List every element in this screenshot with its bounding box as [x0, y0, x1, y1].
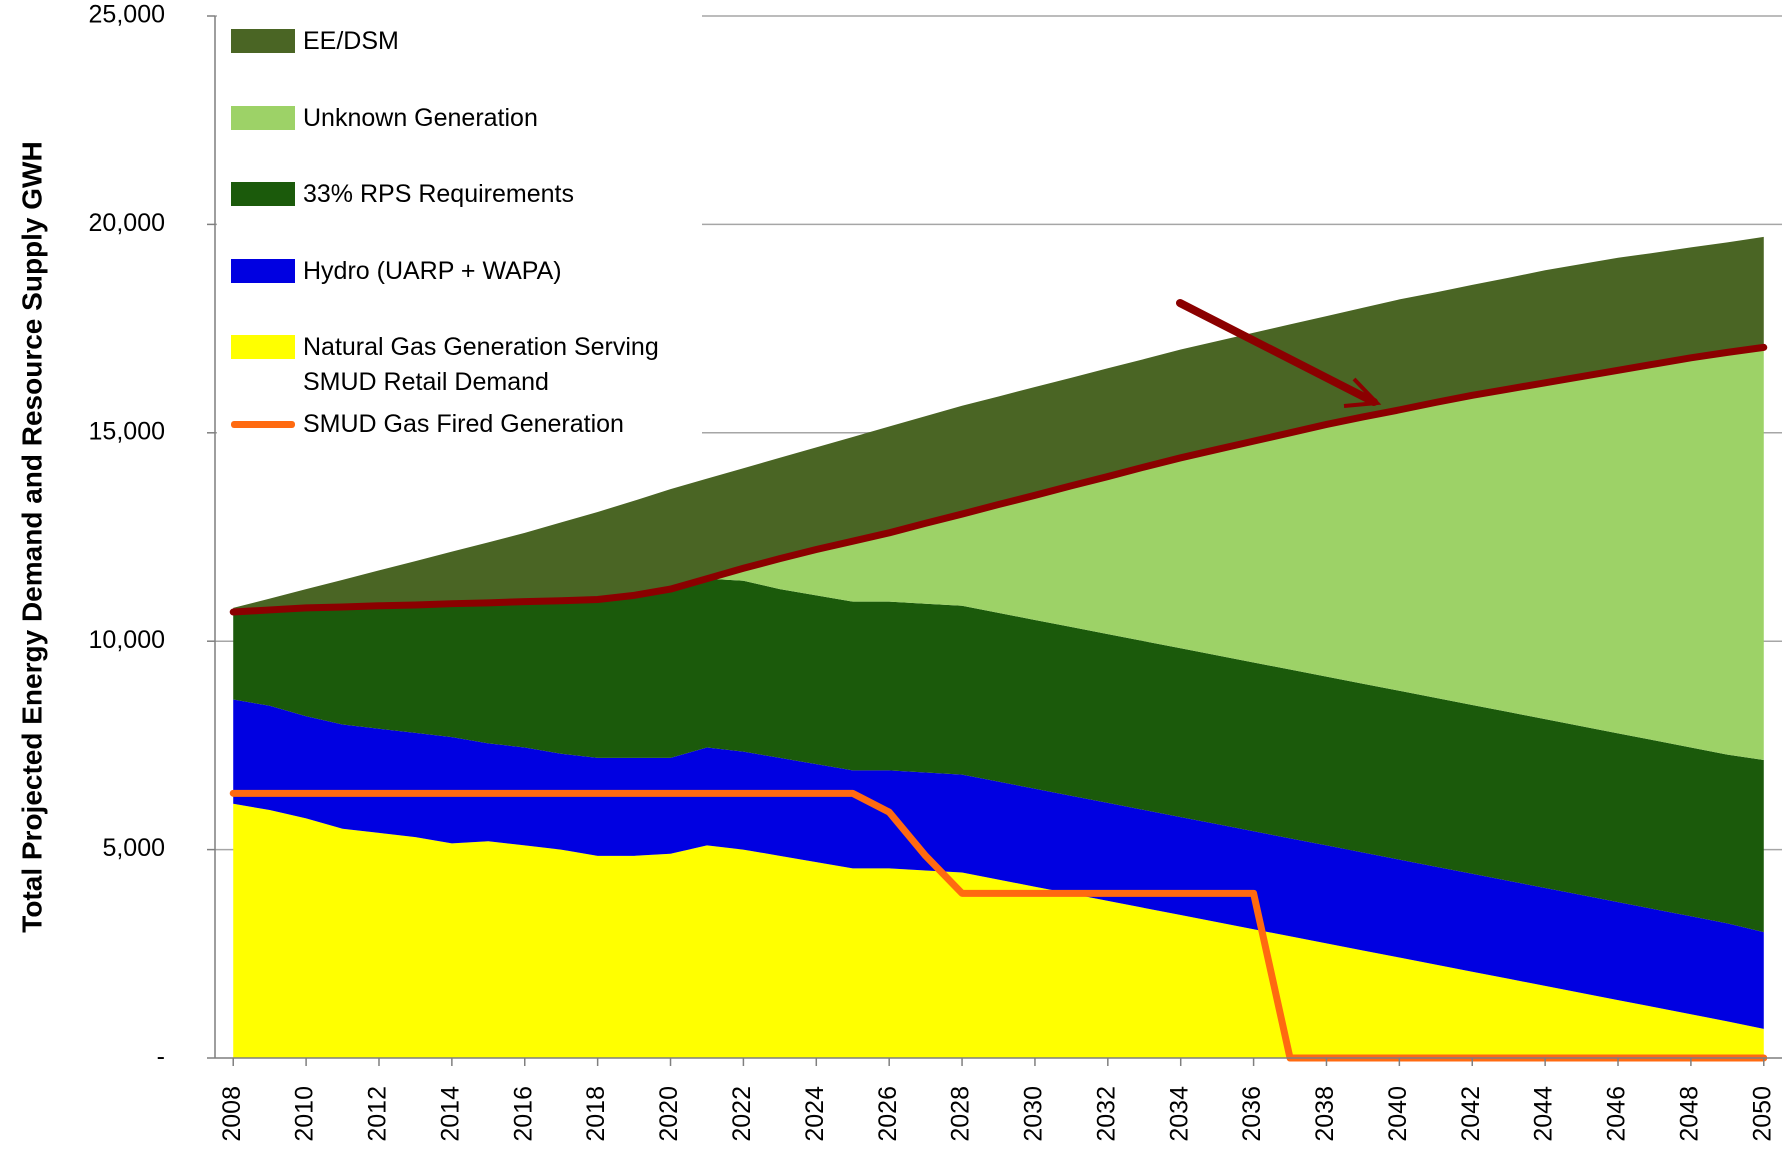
x-tick-label: 2038	[1311, 1086, 1339, 1142]
x-tick-label: 2024	[801, 1086, 829, 1142]
x-tick-label: 2050	[1748, 1086, 1776, 1142]
legend-item: SMUD Gas Fired Generation	[231, 407, 624, 442]
area	[233, 803, 1764, 1058]
x-tick-label: 2032	[1092, 1086, 1120, 1142]
y-tick-label: 15,000	[89, 417, 165, 445]
x-tick-label: 2036	[1238, 1086, 1266, 1142]
legend-label: Unknown Generation	[303, 103, 538, 132]
areas	[233, 236, 1764, 1058]
x-tick-label: 2030	[1020, 1086, 1048, 1142]
legend-item: Natural Gas Generation Serving SMUD Reta…	[231, 330, 703, 400]
x-tick-label: 2034	[1165, 1086, 1193, 1142]
area	[233, 347, 1764, 760]
legend-swatch	[231, 420, 295, 428]
y-tick-label: 25,000	[89, 1, 165, 29]
legend-swatch	[231, 182, 295, 206]
axes: - 5,000 10,000 15,000 20,000 25,000 2008 2010 20…	[89, 1, 1782, 1142]
x-tick-label: 2012	[364, 1086, 392, 1142]
x-tick-label: 2008	[218, 1086, 246, 1142]
x-tick-label: 2044	[1530, 1086, 1558, 1142]
x-tick-label: 2026	[874, 1086, 902, 1142]
legend-label: 33% RPS Requirements	[303, 180, 574, 208]
x-tick-label: 2028	[947, 1086, 975, 1142]
legend-label: Hydro (UARP + WAPA)	[303, 256, 562, 285]
legend-item: 33% RPS Requirements	[231, 177, 574, 212]
y-tick-label: 20,000	[89, 209, 165, 237]
x-tick-label: 2022	[728, 1086, 756, 1142]
x-tick-label: 2020	[655, 1086, 683, 1142]
legend-item: EE/DSM	[231, 24, 399, 59]
area	[233, 578, 1764, 933]
x-tick-label: 2016	[509, 1086, 537, 1142]
x-tick-label: 2042	[1457, 1086, 1485, 1142]
x-tick-label: 2040	[1384, 1086, 1412, 1142]
area	[233, 699, 1764, 1029]
x-tick-label: 2046	[1603, 1086, 1631, 1142]
legend-label: EE/DSM	[303, 27, 399, 55]
y-tick-label: 10,000	[89, 626, 165, 654]
legend-label: SMUD Gas Fired Generation	[303, 409, 624, 438]
arrow-head	[1343, 377, 1382, 408]
legend-swatch	[231, 105, 295, 130]
y-axis-label: Total Projected Energy Demand and Resour…	[16, 141, 47, 932]
legend-label: Natural Gas Generation Serving SMUD Reta…	[303, 333, 659, 396]
x-tick-label: 2048	[1676, 1086, 1704, 1142]
area	[233, 236, 1764, 613]
x-tick-label: 2018	[582, 1086, 610, 1142]
x-tick-label: 2014	[436, 1086, 464, 1142]
y-tick-label: -	[157, 1043, 165, 1071]
legend-item: Hydro (UARP + WAPA)	[231, 254, 562, 289]
legend-swatch	[231, 29, 295, 53]
annotation-arrow	[1176, 299, 1382, 408]
y-tick-label: 5,000	[102, 834, 165, 862]
legend-swatch	[231, 258, 295, 283]
line	[229, 343, 1768, 616]
arrow-shaft	[1176, 299, 1378, 406]
legend-item: Unknown Generation	[231, 101, 538, 136]
legend-swatch	[231, 335, 295, 359]
x-tick-label: 2010	[291, 1086, 319, 1142]
legend-background	[217, 0, 702, 443]
